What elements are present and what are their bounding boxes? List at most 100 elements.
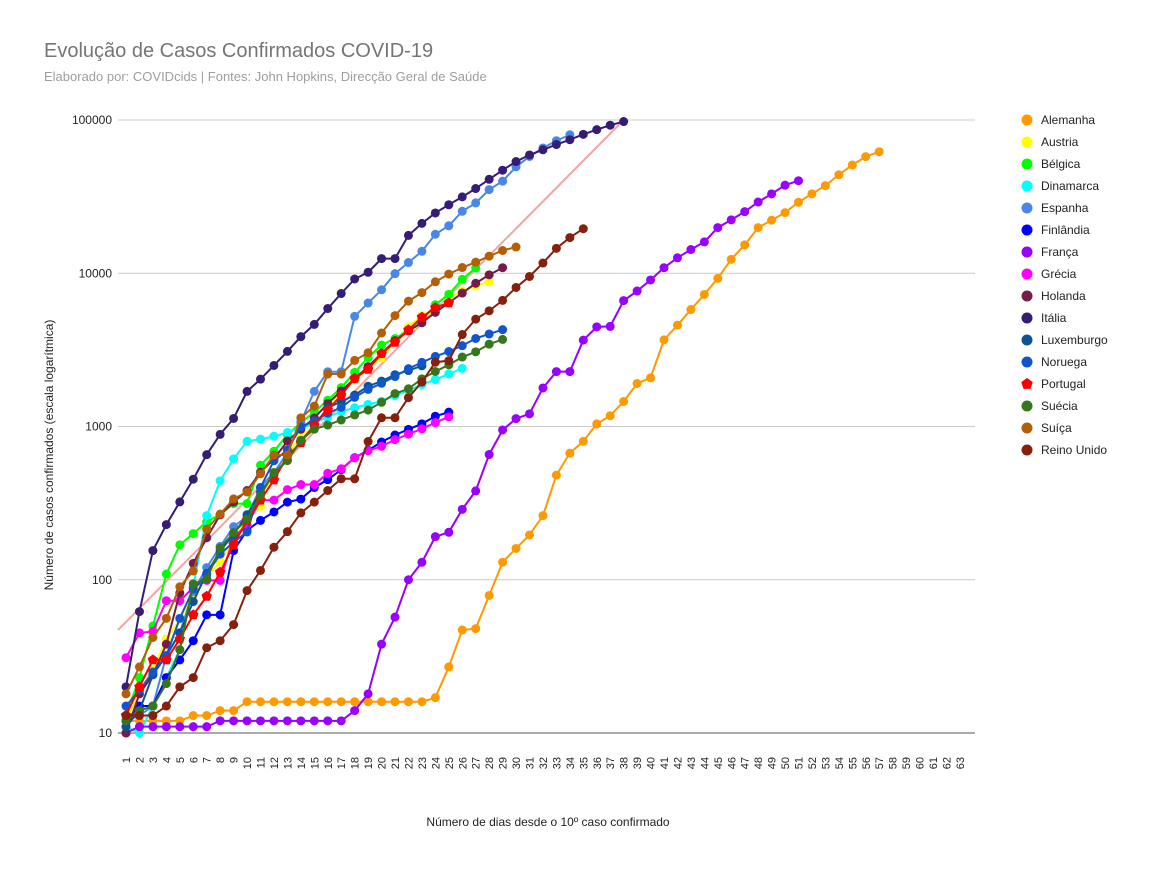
data-point bbox=[619, 117, 629, 127]
data-point bbox=[484, 277, 494, 287]
data-point bbox=[188, 636, 198, 646]
data-point bbox=[511, 242, 521, 252]
data-point bbox=[363, 298, 373, 308]
data-point bbox=[215, 557, 225, 567]
x-tick-label: 15 bbox=[309, 757, 321, 769]
x-tick-label: 38 bbox=[619, 757, 631, 769]
legend-label: Alemanha bbox=[1041, 113, 1095, 127]
data-point bbox=[484, 251, 494, 261]
data-point bbox=[417, 557, 427, 567]
data-point bbox=[121, 728, 131, 738]
data-point bbox=[403, 296, 413, 306]
data-point bbox=[578, 129, 588, 139]
data-point bbox=[511, 282, 521, 292]
data-point bbox=[551, 470, 561, 480]
y-tick-label: 1000 bbox=[85, 420, 112, 434]
series-line-espanha bbox=[125, 133, 571, 722]
x-tick-label: 55 bbox=[847, 757, 859, 769]
data-point bbox=[605, 321, 615, 331]
legend-label: Grécia bbox=[1041, 267, 1077, 281]
data-point bbox=[592, 125, 602, 135]
data-point bbox=[242, 586, 252, 596]
data-point bbox=[646, 373, 656, 383]
data-point bbox=[269, 360, 279, 370]
data-point bbox=[269, 495, 279, 505]
data-point bbox=[148, 701, 158, 711]
legend-label: Holanda bbox=[1041, 289, 1086, 303]
data-point bbox=[336, 716, 346, 726]
data-point bbox=[498, 263, 508, 273]
legend-marker bbox=[1021, 180, 1033, 192]
x-tick-label: 5 bbox=[175, 757, 187, 763]
data-point bbox=[390, 269, 400, 279]
data-point bbox=[525, 409, 534, 419]
data-point bbox=[323, 697, 333, 707]
data-point bbox=[390, 311, 400, 321]
legend-label: Portugal bbox=[1041, 377, 1086, 391]
data-point bbox=[323, 369, 333, 379]
x-tick-label: 48 bbox=[753, 757, 765, 769]
data-point bbox=[377, 328, 387, 338]
data-point bbox=[847, 160, 857, 170]
data-point bbox=[336, 389, 347, 400]
data-point bbox=[403, 230, 413, 240]
x-axis-title: Número de dias desde o 10º caso confirma… bbox=[426, 815, 670, 829]
x-tick-label: 57 bbox=[874, 757, 886, 769]
data-point bbox=[350, 403, 360, 413]
data-point bbox=[336, 289, 346, 299]
data-point bbox=[188, 722, 198, 732]
data-point bbox=[484, 329, 494, 339]
data-point bbox=[498, 334, 508, 344]
data-point bbox=[350, 410, 360, 420]
x-tick-label: 37 bbox=[605, 757, 617, 769]
data-point bbox=[430, 411, 440, 421]
data-point bbox=[713, 273, 723, 283]
data-point bbox=[659, 263, 669, 273]
x-tick-label: 59 bbox=[901, 757, 913, 769]
data-point bbox=[309, 697, 319, 707]
data-point bbox=[242, 697, 252, 707]
data-point bbox=[362, 363, 374, 374]
data-point bbox=[726, 254, 736, 264]
data-point bbox=[336, 697, 346, 707]
data-point bbox=[202, 524, 212, 534]
data-point bbox=[672, 320, 682, 330]
data-point bbox=[134, 628, 144, 638]
data-point bbox=[296, 435, 306, 445]
data-point bbox=[256, 565, 265, 575]
x-tick-label: 12 bbox=[269, 757, 281, 769]
data-point bbox=[282, 716, 292, 726]
data-point bbox=[363, 384, 373, 394]
data-point bbox=[551, 243, 561, 253]
data-point bbox=[134, 728, 144, 738]
data-point bbox=[834, 170, 844, 180]
data-point bbox=[134, 681, 145, 692]
data-point bbox=[389, 336, 401, 347]
data-point bbox=[511, 543, 521, 553]
data-point bbox=[484, 590, 494, 600]
x-tick-label: 60 bbox=[915, 757, 927, 769]
data-point bbox=[242, 527, 252, 537]
data-point bbox=[215, 636, 225, 646]
data-point bbox=[202, 610, 212, 620]
data-point bbox=[296, 413, 306, 423]
data-point bbox=[188, 529, 198, 539]
data-point bbox=[134, 722, 144, 732]
y-tick-label: 100000 bbox=[72, 113, 112, 127]
data-point bbox=[377, 254, 387, 264]
data-point bbox=[417, 697, 427, 707]
legend-marker bbox=[1021, 444, 1033, 456]
data-point bbox=[538, 511, 548, 521]
data-point bbox=[498, 295, 508, 305]
data-point bbox=[565, 367, 575, 377]
data-point bbox=[148, 632, 158, 642]
data-point bbox=[309, 319, 319, 329]
data-point bbox=[282, 427, 292, 437]
data-point bbox=[242, 716, 252, 726]
data-point bbox=[484, 339, 494, 349]
data-point bbox=[430, 208, 440, 218]
legend-marker bbox=[1021, 136, 1033, 148]
data-point bbox=[215, 476, 225, 486]
data-point bbox=[323, 475, 333, 485]
data-point bbox=[161, 639, 171, 649]
